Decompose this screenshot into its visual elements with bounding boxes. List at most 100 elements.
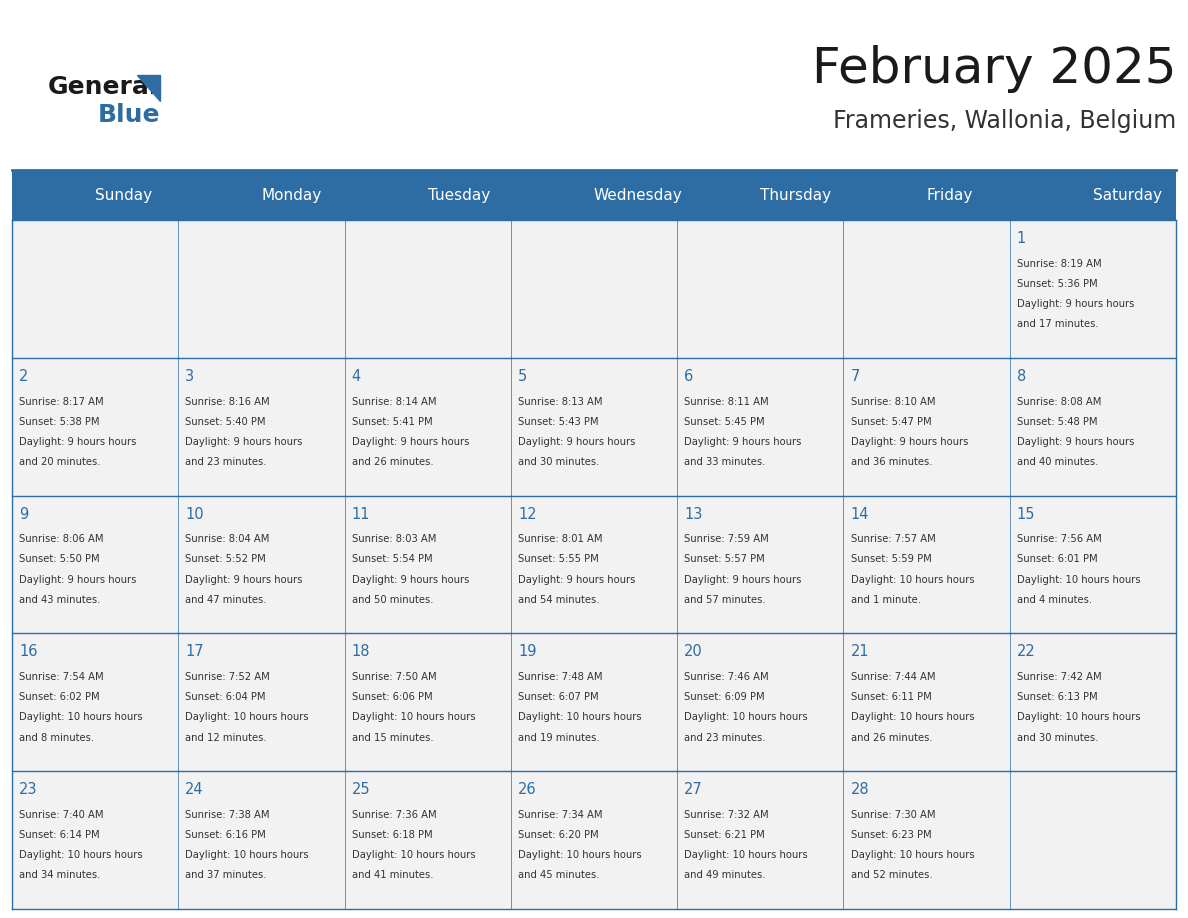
- Text: Sunrise: 7:40 AM: Sunrise: 7:40 AM: [19, 810, 103, 820]
- FancyBboxPatch shape: [1010, 771, 1176, 909]
- Text: and 49 minutes.: and 49 minutes.: [684, 870, 766, 880]
- Text: 1: 1: [1017, 231, 1026, 246]
- Text: Sunset: 6:21 PM: Sunset: 6:21 PM: [684, 830, 765, 840]
- Text: and 40 minutes.: and 40 minutes.: [1017, 457, 1098, 467]
- FancyBboxPatch shape: [12, 496, 178, 633]
- FancyBboxPatch shape: [345, 633, 511, 771]
- Text: and 33 minutes.: and 33 minutes.: [684, 457, 765, 467]
- Text: Daylight: 10 hours hours: Daylight: 10 hours hours: [684, 712, 808, 722]
- FancyBboxPatch shape: [677, 358, 843, 496]
- FancyBboxPatch shape: [511, 633, 677, 771]
- Text: Daylight: 10 hours hours: Daylight: 10 hours hours: [851, 575, 974, 585]
- Text: Sunrise: 7:59 AM: Sunrise: 7:59 AM: [684, 534, 769, 544]
- Text: Sunrise: 8:08 AM: Sunrise: 8:08 AM: [1017, 397, 1101, 407]
- Text: 12: 12: [518, 507, 537, 521]
- Text: Sunrise: 7:46 AM: Sunrise: 7:46 AM: [684, 672, 769, 682]
- Text: 28: 28: [851, 782, 870, 797]
- FancyBboxPatch shape: [1010, 358, 1176, 496]
- Text: Daylight: 9 hours hours: Daylight: 9 hours hours: [851, 437, 968, 447]
- Text: and 30 minutes.: and 30 minutes.: [1017, 733, 1098, 743]
- Text: Sunday: Sunday: [95, 187, 152, 203]
- Text: Saturday: Saturday: [1093, 187, 1162, 203]
- Text: Sunrise: 7:38 AM: Sunrise: 7:38 AM: [185, 810, 270, 820]
- FancyBboxPatch shape: [843, 771, 1010, 909]
- Text: Sunrise: 8:14 AM: Sunrise: 8:14 AM: [352, 397, 436, 407]
- FancyBboxPatch shape: [12, 358, 178, 496]
- Text: Daylight: 9 hours hours: Daylight: 9 hours hours: [518, 437, 636, 447]
- Text: Daylight: 9 hours hours: Daylight: 9 hours hours: [185, 437, 303, 447]
- Text: Wednesday: Wednesday: [594, 187, 683, 203]
- Text: and 37 minutes.: and 37 minutes.: [185, 870, 267, 880]
- Text: and 54 minutes.: and 54 minutes.: [518, 595, 600, 605]
- FancyBboxPatch shape: [677, 633, 843, 771]
- Text: and 43 minutes.: and 43 minutes.: [19, 595, 100, 605]
- Text: Sunrise: 7:54 AM: Sunrise: 7:54 AM: [19, 672, 103, 682]
- FancyBboxPatch shape: [511, 358, 677, 496]
- Text: 8: 8: [1017, 369, 1026, 384]
- Text: Daylight: 9 hours hours: Daylight: 9 hours hours: [1017, 299, 1135, 309]
- Text: Daylight: 9 hours hours: Daylight: 9 hours hours: [1017, 437, 1135, 447]
- Text: Frameries, Wallonia, Belgium: Frameries, Wallonia, Belgium: [833, 109, 1176, 133]
- Text: Sunrise: 8:03 AM: Sunrise: 8:03 AM: [352, 534, 436, 544]
- Text: Sunrise: 7:50 AM: Sunrise: 7:50 AM: [352, 672, 436, 682]
- Text: and 47 minutes.: and 47 minutes.: [185, 595, 267, 605]
- FancyBboxPatch shape: [178, 633, 345, 771]
- Text: Daylight: 10 hours hours: Daylight: 10 hours hours: [352, 850, 475, 860]
- Text: and 19 minutes.: and 19 minutes.: [518, 733, 600, 743]
- Text: Daylight: 9 hours hours: Daylight: 9 hours hours: [518, 575, 636, 585]
- Text: 15: 15: [1017, 507, 1036, 521]
- Text: and 8 minutes.: and 8 minutes.: [19, 733, 94, 743]
- Text: Sunrise: 8:19 AM: Sunrise: 8:19 AM: [1017, 259, 1101, 269]
- FancyBboxPatch shape: [677, 496, 843, 633]
- Text: 19: 19: [518, 644, 537, 659]
- Text: Sunset: 5:45 PM: Sunset: 5:45 PM: [684, 417, 765, 427]
- Text: Daylight: 10 hours hours: Daylight: 10 hours hours: [352, 712, 475, 722]
- FancyBboxPatch shape: [843, 496, 1010, 633]
- Text: and 12 minutes.: and 12 minutes.: [185, 733, 267, 743]
- Text: Sunset: 6:01 PM: Sunset: 6:01 PM: [1017, 554, 1098, 565]
- Text: Sunrise: 8:11 AM: Sunrise: 8:11 AM: [684, 397, 769, 407]
- Text: Sunset: 5:36 PM: Sunset: 5:36 PM: [1017, 279, 1098, 289]
- Text: Sunset: 6:04 PM: Sunset: 6:04 PM: [185, 692, 266, 702]
- Text: Daylight: 9 hours hours: Daylight: 9 hours hours: [19, 575, 137, 585]
- Text: Daylight: 9 hours hours: Daylight: 9 hours hours: [684, 575, 802, 585]
- Text: Sunset: 5:40 PM: Sunset: 5:40 PM: [185, 417, 266, 427]
- Text: 16: 16: [19, 644, 38, 659]
- FancyBboxPatch shape: [1010, 220, 1176, 358]
- Text: Sunset: 6:14 PM: Sunset: 6:14 PM: [19, 830, 100, 840]
- Text: 2: 2: [19, 369, 29, 384]
- Text: Daylight: 9 hours hours: Daylight: 9 hours hours: [185, 575, 303, 585]
- Text: Sunset: 6:09 PM: Sunset: 6:09 PM: [684, 692, 765, 702]
- FancyBboxPatch shape: [345, 220, 511, 358]
- Text: and 45 minutes.: and 45 minutes.: [518, 870, 600, 880]
- Text: Sunset: 6:07 PM: Sunset: 6:07 PM: [518, 692, 599, 702]
- FancyBboxPatch shape: [12, 170, 1176, 220]
- Text: Sunrise: 8:01 AM: Sunrise: 8:01 AM: [518, 534, 602, 544]
- FancyBboxPatch shape: [511, 220, 677, 358]
- Text: Sunset: 5:50 PM: Sunset: 5:50 PM: [19, 554, 100, 565]
- Text: Sunset: 5:43 PM: Sunset: 5:43 PM: [518, 417, 599, 427]
- Text: 10: 10: [185, 507, 204, 521]
- Text: 6: 6: [684, 369, 694, 384]
- Text: Friday: Friday: [927, 187, 973, 203]
- FancyBboxPatch shape: [12, 771, 178, 909]
- FancyBboxPatch shape: [843, 220, 1010, 358]
- Text: and 57 minutes.: and 57 minutes.: [684, 595, 766, 605]
- Text: and 30 minutes.: and 30 minutes.: [518, 457, 599, 467]
- Text: 22: 22: [1017, 644, 1036, 659]
- Text: Sunrise: 7:57 AM: Sunrise: 7:57 AM: [851, 534, 935, 544]
- Text: Sunset: 5:41 PM: Sunset: 5:41 PM: [352, 417, 432, 427]
- Text: 5: 5: [518, 369, 527, 384]
- Text: and 50 minutes.: and 50 minutes.: [352, 595, 434, 605]
- Text: Daylight: 10 hours hours: Daylight: 10 hours hours: [1017, 575, 1140, 585]
- Text: 7: 7: [851, 369, 860, 384]
- Text: 17: 17: [185, 644, 204, 659]
- Text: 24: 24: [185, 782, 204, 797]
- Text: Daylight: 10 hours hours: Daylight: 10 hours hours: [518, 850, 642, 860]
- Text: General: General: [48, 75, 158, 99]
- Text: Sunrise: 8:04 AM: Sunrise: 8:04 AM: [185, 534, 270, 544]
- Text: 26: 26: [518, 782, 537, 797]
- Text: Blue: Blue: [97, 103, 160, 127]
- Text: 11: 11: [352, 507, 371, 521]
- Text: Sunset: 6:13 PM: Sunset: 6:13 PM: [1017, 692, 1098, 702]
